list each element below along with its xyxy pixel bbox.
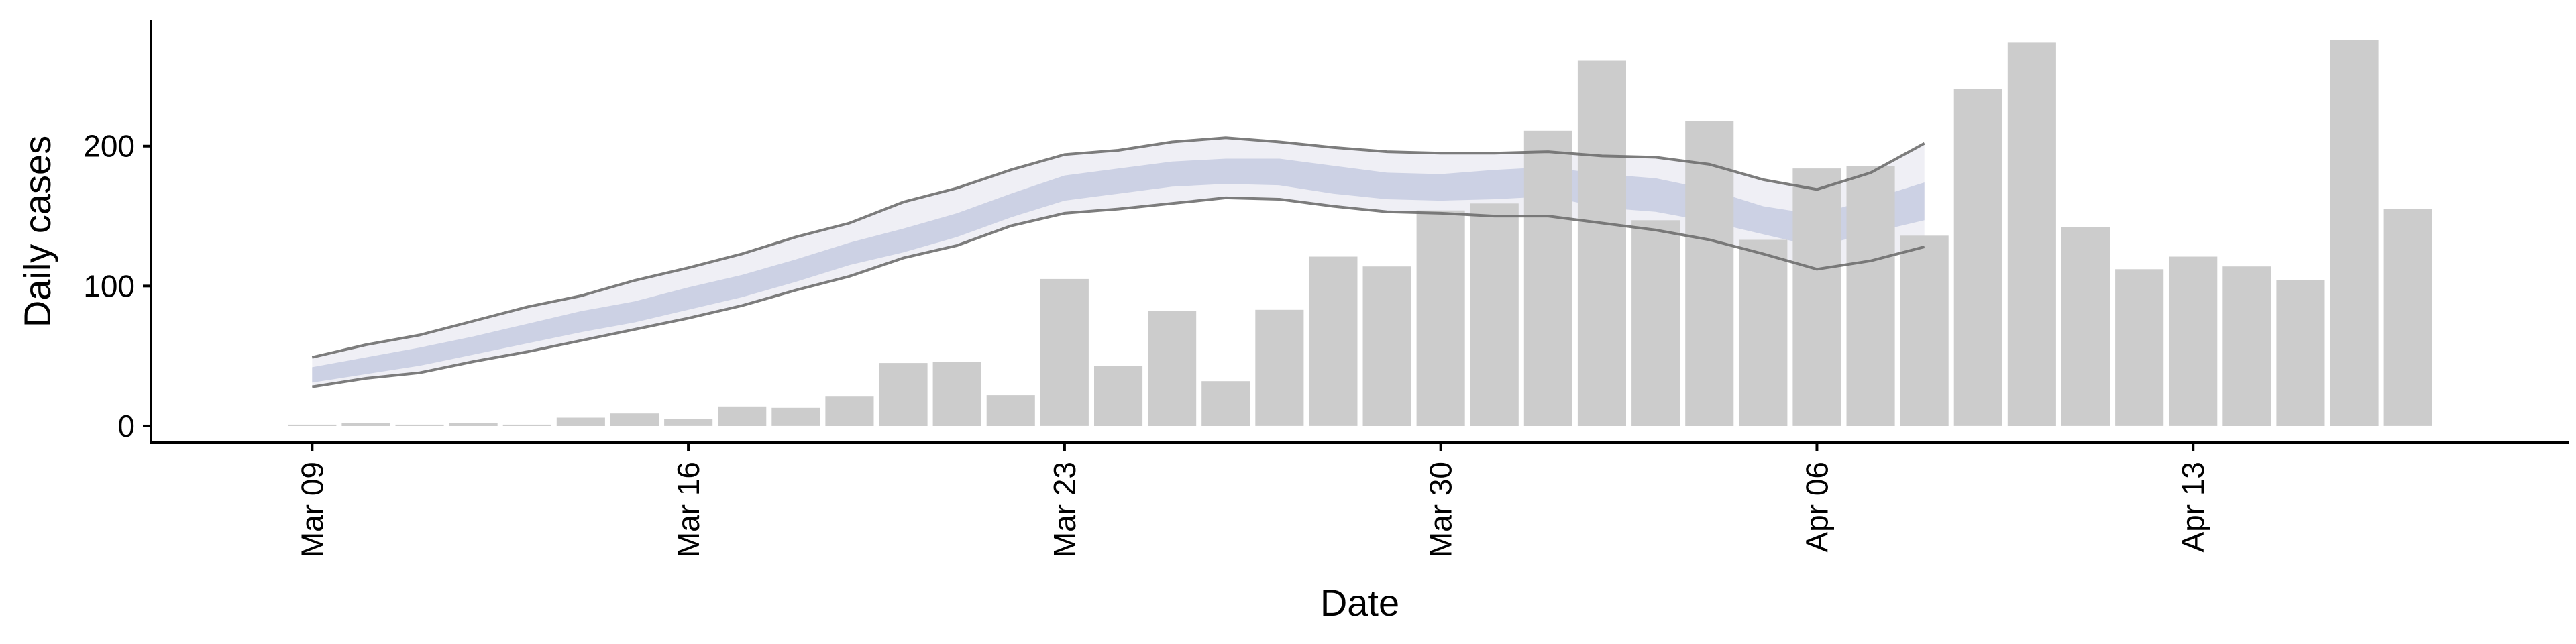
x-tick-label: Apr 06 — [1799, 462, 1834, 553]
inner-estimate-band — [312, 158, 1925, 383]
bar — [1523, 130, 1572, 427]
x-tick-label: Mar 16 — [671, 462, 706, 557]
bar — [502, 424, 551, 426]
upper-bound-line — [311, 136, 1925, 359]
bar — [932, 362, 981, 426]
bar — [1470, 203, 1519, 426]
axes — [150, 20, 2569, 444]
bar — [771, 407, 820, 426]
x-ticks: Mar 09 Mar 16 Mar 23 Mar 30 Apr 06 Apr 13 — [294, 443, 2210, 557]
bar — [1846, 166, 1895, 426]
bar — [1900, 235, 1949, 426]
bar — [1040, 278, 1089, 426]
bar — [1148, 311, 1197, 426]
bar — [1201, 381, 1250, 426]
lower-bound-line — [311, 196, 1925, 388]
bar — [2115, 269, 2164, 426]
bar — [1309, 256, 1358, 426]
bar — [2169, 256, 2218, 426]
bar — [1094, 366, 1143, 426]
bar — [341, 423, 390, 426]
bar — [1685, 121, 1734, 426]
bar — [1631, 220, 1680, 426]
y-axis-title: Daily cases — [16, 136, 58, 327]
bar — [718, 406, 767, 426]
outer-band — [312, 138, 1925, 387]
estimate-bound-lines — [311, 136, 1925, 388]
bar — [1255, 309, 1304, 426]
y-tick-label: 0 — [117, 409, 135, 443]
y-tick-label: 200 — [83, 129, 135, 164]
bar — [825, 396, 874, 426]
bar — [986, 395, 1035, 426]
bar — [664, 419, 713, 426]
x-axis-title: Date — [1320, 582, 1399, 624]
x-tick-label: Mar 30 — [1424, 462, 1458, 557]
bar — [2276, 280, 2325, 426]
outer-estimate-band — [312, 138, 1925, 387]
x-tick-label: Mar 09 — [294, 462, 329, 557]
bar — [288, 424, 337, 426]
bar — [2061, 227, 2110, 426]
x-tick-label: Apr 13 — [2176, 462, 2210, 553]
bar — [879, 363, 928, 426]
bars — [288, 40, 2432, 427]
bar — [1953, 89, 2002, 426]
bar — [2383, 209, 2432, 426]
bar — [2222, 266, 2271, 426]
bar — [556, 417, 605, 426]
bar — [1792, 168, 1841, 426]
bar — [1739, 239, 1788, 426]
bar — [395, 424, 444, 426]
y-tick-label: 100 — [83, 268, 135, 303]
inner-band — [312, 158, 1925, 383]
bar — [610, 413, 659, 426]
bar — [1416, 210, 1465, 426]
bar — [1362, 266, 1411, 426]
bar — [2330, 40, 2379, 426]
x-tick-label: Mar 23 — [1047, 462, 1082, 557]
bar — [1577, 60, 1626, 426]
bar — [449, 423, 498, 426]
y-ticks: 0 100 200 — [83, 129, 151, 443]
bar — [2007, 42, 2056, 426]
